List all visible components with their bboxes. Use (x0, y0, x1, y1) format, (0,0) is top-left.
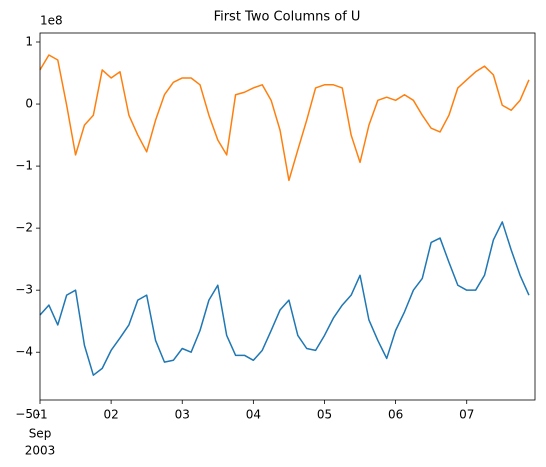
y-tick-label: 0 (25, 97, 33, 111)
month-label: Sep (29, 427, 52, 441)
y-tick-label: 1 (25, 34, 33, 48)
y-tick-label: −1 (15, 159, 33, 173)
axes-frame (39, 32, 536, 401)
offset-label: 1e8 (40, 14, 63, 28)
x-tick-label: 06 (388, 408, 403, 422)
y-tick-label: −5 (15, 407, 33, 421)
x-tick-label: 07 (459, 408, 474, 422)
x-tick-label: 05 (317, 408, 332, 422)
chart-title: First Two Columns of U (214, 10, 361, 25)
x-tick-label: 03 (175, 408, 190, 422)
x-tick-label: 01 (32, 408, 47, 422)
y-tick-label: −2 (15, 221, 33, 235)
series-line (39, 221, 530, 376)
y-tick-label: −4 (15, 345, 33, 359)
y-tick-label: −3 (15, 283, 33, 297)
series-line (39, 54, 530, 182)
x-tick-label: 02 (103, 408, 118, 422)
year-label: 2003 (25, 444, 56, 458)
x-tick-label: 04 (246, 408, 261, 422)
